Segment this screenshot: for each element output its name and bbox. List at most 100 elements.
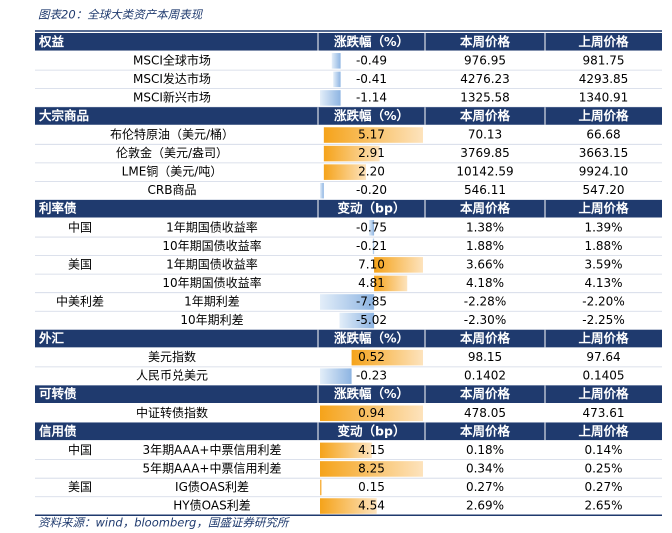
this-week-value: 1.88% xyxy=(466,239,504,253)
row-name: HY债OAS利差 xyxy=(173,499,250,513)
change-bar xyxy=(368,220,375,236)
change-bar xyxy=(320,182,324,199)
section-title: 可转债 xyxy=(39,386,77,401)
row-name: 伦敦金（美元/盎司） xyxy=(116,145,228,160)
source-note: 资料来源：wind，bloomberg，国盛证券研究所 xyxy=(38,516,290,530)
this-week-value: 70.13 xyxy=(468,128,502,142)
row-name: IG债OAS利差 xyxy=(175,480,249,494)
row-name: 5年期AAA+中票信用利差 xyxy=(143,460,282,475)
last-week-value: 3663.15 xyxy=(579,146,629,160)
change-value: 4.15 xyxy=(358,443,385,457)
row-name: 中证转债指数 xyxy=(136,405,208,420)
row-name: 10年期国债收益率 xyxy=(162,275,261,290)
change-bar xyxy=(320,90,341,106)
change-bar xyxy=(333,71,341,88)
change-bar xyxy=(323,145,380,162)
section-header-bg xyxy=(35,33,662,51)
change-bar xyxy=(320,405,423,422)
change-bar xyxy=(331,53,341,69)
group-label: 中美利差 xyxy=(56,293,104,308)
this-week-value: 0.34% xyxy=(466,461,504,475)
row-name: 10年期国债收益率 xyxy=(162,238,261,253)
change-value: -5.02 xyxy=(356,313,387,327)
change-value: 5.17 xyxy=(358,128,385,142)
row-name: MSCI发达市场 xyxy=(133,71,211,86)
last-week-value: 4.13% xyxy=(584,276,622,290)
this-week-value: 4276.23 xyxy=(460,72,510,86)
this-week-value: 3769.85 xyxy=(460,146,510,160)
last-week-value: 473.61 xyxy=(583,406,625,420)
section-header-bg xyxy=(35,107,662,125)
this-week-value: 478.05 xyxy=(464,406,506,420)
change-value: 8.25 xyxy=(358,461,385,475)
this-week-value: 546.11 xyxy=(464,183,506,197)
change-value: 4.81 xyxy=(358,276,385,290)
row-name: 1年期国债收益率 xyxy=(166,256,258,271)
last-week-value: -2.20% xyxy=(582,294,624,308)
change-value: -0.23 xyxy=(356,369,387,383)
change-value: -7.85 xyxy=(356,294,387,308)
change-value: -0.49 xyxy=(356,53,387,67)
section-header-bg xyxy=(35,385,662,403)
change-bar xyxy=(374,257,423,273)
row-name: 人民币兑美元 xyxy=(136,369,208,383)
this-week-value: 1325.58 xyxy=(460,90,510,104)
change-bar xyxy=(323,127,423,143)
last-week-value: 1340.91 xyxy=(579,90,629,104)
section-title: 信用债 xyxy=(39,423,77,438)
this-week-value: 10142.59 xyxy=(456,165,513,179)
this-week-value: 1.38% xyxy=(466,220,504,234)
this-week-value: 3.66% xyxy=(466,257,504,271)
last-week-value: 97.64 xyxy=(586,350,620,364)
this-week-value: -2.28% xyxy=(464,294,506,308)
this-week-header: 本周价格 xyxy=(460,201,511,216)
change-header: 变动（bp） xyxy=(338,201,406,216)
last-week-value: 3.59% xyxy=(584,257,622,271)
change-bar xyxy=(320,461,423,477)
change-header: 涨跌幅（%） xyxy=(334,331,409,346)
section-title: 权益 xyxy=(38,34,65,49)
row-name: 10年期利差 xyxy=(180,313,243,327)
change-header: 涨跌幅（%） xyxy=(334,386,409,401)
group-label: 美国 xyxy=(68,480,92,494)
change-value: -0.21 xyxy=(356,239,387,253)
change-header: 变动（bp） xyxy=(338,423,406,438)
this-week-header: 本周价格 xyxy=(460,386,511,401)
this-week-value: 4.18% xyxy=(466,276,504,290)
change-value: 2.20 xyxy=(358,165,385,179)
last-week-value: 0.27% xyxy=(584,480,622,494)
change-header: 涨跌幅（%） xyxy=(334,108,409,123)
last-week-value: 2.65% xyxy=(584,499,622,513)
row-name: LME铜（美元/吨） xyxy=(122,164,223,179)
last-week-value: 547.20 xyxy=(583,183,625,197)
last-week-header: 上周价格 xyxy=(578,331,629,346)
last-week-value: 4293.85 xyxy=(579,72,629,86)
last-week-value: -2.25% xyxy=(582,313,624,327)
section-header-bg xyxy=(35,199,662,218)
section-title: 利率债 xyxy=(39,201,77,216)
this-week-header: 本周价格 xyxy=(460,331,511,346)
change-value: -1.14 xyxy=(356,90,387,104)
change-value: -0.41 xyxy=(356,72,387,86)
change-value: 2.91 xyxy=(358,146,385,160)
last-week-header: 上周价格 xyxy=(578,386,629,401)
change-value: -0.75 xyxy=(356,220,387,234)
last-week-value: 1.88% xyxy=(584,239,622,253)
last-week-value: 981.75 xyxy=(583,53,625,67)
change-bar xyxy=(351,349,423,366)
row-name: 布伦特原油（美元/桶） xyxy=(110,127,234,142)
this-week-value: 0.1402 xyxy=(464,369,506,383)
change-bar xyxy=(374,275,408,292)
last-week-header: 上周价格 xyxy=(578,423,629,438)
last-week-value: 1.39% xyxy=(584,220,622,234)
section-title: 大宗商品 xyxy=(39,108,89,123)
change-bar xyxy=(320,294,375,310)
row-name: MSCI新兴市场 xyxy=(133,89,211,104)
change-bar xyxy=(320,498,377,514)
last-week-value: 0.14% xyxy=(584,443,622,457)
row-name: 1年期利差 xyxy=(184,294,240,308)
change-value: 0.15 xyxy=(358,480,385,494)
change-bar xyxy=(323,164,367,180)
figure-title: 图表20：全球大类资产本周表现 xyxy=(38,8,204,22)
